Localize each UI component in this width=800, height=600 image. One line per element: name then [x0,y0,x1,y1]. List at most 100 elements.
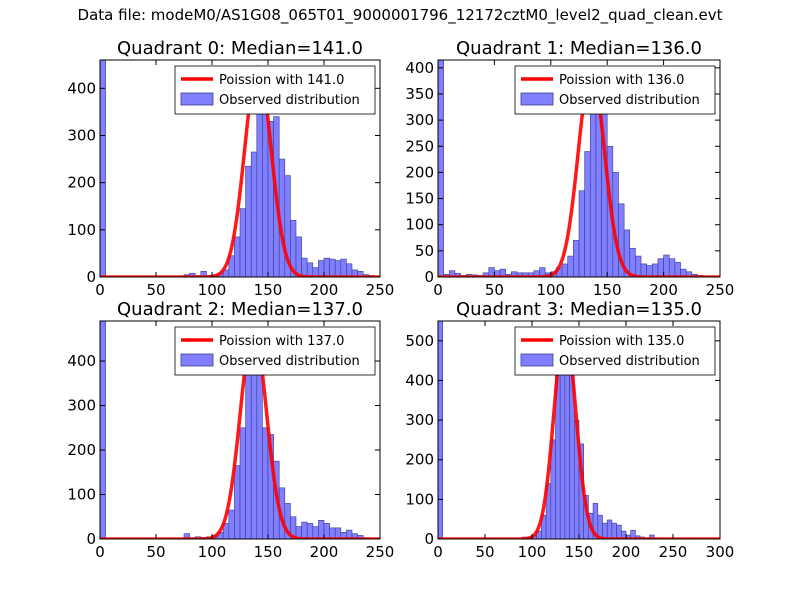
histogram-bar [306,523,314,539]
x-tick-label: 200 [649,281,678,299]
poisson-curve [438,327,720,539]
legend-bar-swatch [180,92,214,106]
quadrant-1-axes-frame [437,59,721,278]
y-tick-label: 500 [405,332,434,350]
y-tick-label: 300 [405,411,434,429]
histogram-bar [234,236,241,277]
histogram-bar [539,267,546,277]
y-tick-label: 350 [405,85,434,103]
quadrant-1-chart: 0 50 100 150 200 250 0 50 100 150 200 250 300 350 400 Q… [405,38,734,299]
histogram-bar [616,524,622,539]
y-tick-label: 0 [86,268,96,286]
x-tick-label: 300 [706,543,735,561]
histogram-bar [635,255,642,277]
histogram-bar [578,190,585,277]
histogram-bar [100,321,106,539]
histogram-bar [323,257,330,277]
x-tick-label: 250 [706,281,735,299]
quadrant-0-title: Quadrant 0: Median=141.0 [117,38,363,59]
x-tick-label: 50 [146,281,165,299]
y-tick-label: 0 [424,530,434,548]
x-tick-label: 50 [475,543,494,561]
histogram-bar [602,522,608,539]
legend-bar-swatch [520,92,554,106]
quadrant-0-axes-frame [99,59,381,278]
x-tick-label: 0 [433,543,443,561]
x-tick-label: 100 [518,543,547,561]
histogram-bar [323,523,330,539]
legend-box [174,65,376,115]
histogram-bar [245,374,252,539]
histogram-bar [239,208,246,277]
histogram-bar [674,262,681,277]
y-tick-label: 200 [405,163,434,181]
quadrant-0-plot-layer [100,60,380,277]
histogram-bar [239,427,246,539]
y-tick-label: 250 [405,137,434,155]
legend-line-label: Poission with 136.0 [559,73,684,88]
quadrant-2-axes-frame [99,320,381,540]
histogram-bar [318,260,325,277]
quadrant-3-chart: 0 50 100 150 200 250 300 0 100 200 300 400 500 Quadra… [405,299,734,561]
x-tick-label: 150 [593,281,622,299]
histogram-bar [250,151,258,277]
y-tick-label: 400 [67,352,96,370]
histogram-bar [438,60,444,277]
y-tick-label: 100 [405,216,434,234]
y-tick-label: 200 [405,451,434,469]
y-tick-label: 200 [67,174,96,192]
quadrant-1-legend: Poission with 136.0 Observed distribution [514,65,716,115]
legend-box [174,326,376,376]
legend-line-label: Poission with 135.0 [559,334,684,349]
histogram-bar [334,260,342,277]
histogram-bar [564,348,570,539]
legend-line-label: Poission with 141.0 [219,73,344,88]
y-tick-label: 200 [67,441,96,459]
x-tick-label: 100 [198,281,227,299]
histogram-bar [183,533,190,539]
histogram-bar [301,521,308,539]
quadrant-3-title: Quadrant 3: Median=135.0 [456,299,702,320]
y-tick-label: 100 [405,490,434,508]
histogram-bar [234,465,241,539]
x-tick-label: 0 [433,281,443,299]
histogram-bar [262,427,269,539]
legend-bar-swatch [520,353,554,367]
x-tick-label: 250 [366,281,395,299]
histogram-bar [657,258,664,277]
legend-bar-swatch [180,353,214,367]
histogram-bar [245,165,252,277]
y-tick-label: 400 [67,79,96,97]
histogram-bar [668,258,676,277]
histogram-bar [640,263,647,277]
histogram-bar [611,522,617,539]
histogram-bar [584,151,591,277]
histogram-bar [306,262,314,277]
x-tick-label: 150 [254,543,283,561]
quadrant-0-legend: Poission with 141.0 Observed distribution [174,65,376,115]
histogram-bar [663,254,670,277]
quadrant-1-title: Quadrant 1: Median=136.0 [456,38,702,59]
histogram-bar [652,263,659,277]
histogram-bar [649,534,655,539]
x-tick-label: 200 [310,281,339,299]
x-tick-label: 100 [536,281,565,299]
x-tick-label: 50 [146,543,165,561]
quadrant-2-legend: Poission with 137.0 Observed distribution [174,326,376,376]
histogram-bar [200,271,207,277]
x-tick-label: 150 [254,281,283,299]
y-tick-label: 0 [424,268,434,286]
legend-box [514,65,716,115]
quadrant-0-chart: 0 50 100 150 200 250 0 100 200 300 400 Quadrant 0: … [67,38,394,299]
x-tick-label: 200 [612,543,641,561]
quadrant-2-chart: 0 50 100 150 200 250 0 100 200 300 400 Quadrant 2: … [67,299,394,561]
quadrant-3-legend: Poission with 135.0 Observed distribution [514,326,716,376]
y-tick-label: 50 [415,242,434,260]
histogram-bar [573,240,580,277]
histogram-bar [567,255,574,277]
histogram-bar [340,258,347,277]
histogram-bar [346,263,353,277]
y-tick-label: 300 [405,111,434,129]
poisson-curve [438,68,720,277]
